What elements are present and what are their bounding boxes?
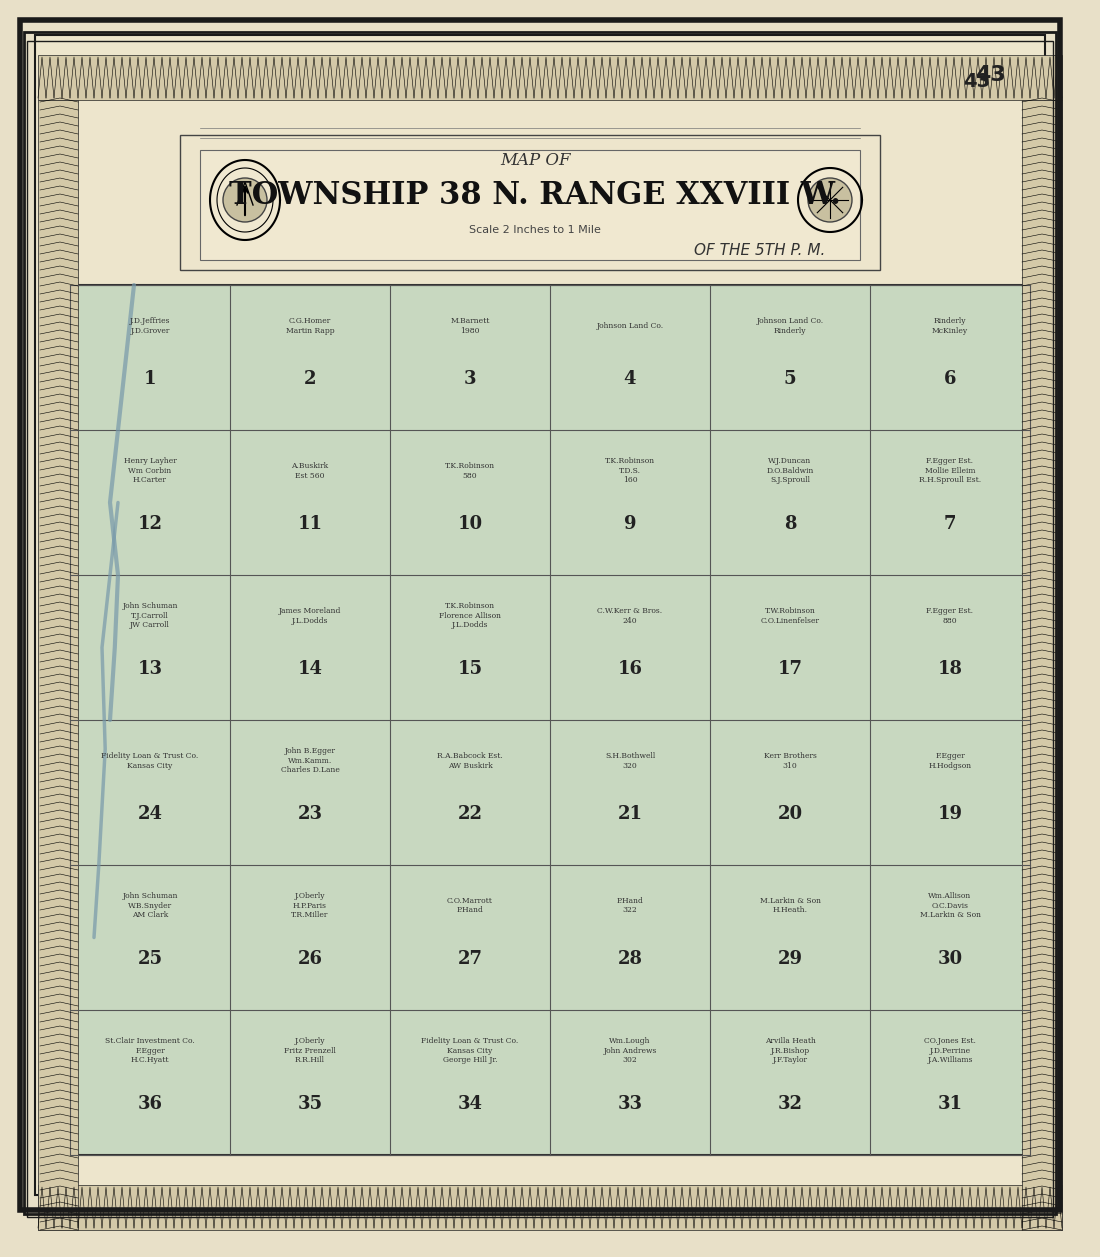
- Text: 27: 27: [458, 950, 483, 968]
- Text: 31: 31: [937, 1095, 962, 1114]
- Text: John Schuman
T.J.Carroll
JW Carroll: John Schuman T.J.Carroll JW Carroll: [122, 602, 178, 630]
- Text: P.Hand
322: P.Hand 322: [617, 896, 643, 915]
- Text: St.Clair Investment Co.
F.Egger
H.C.Hyatt: St.Clair Investment Co. F.Egger H.C.Hyat…: [106, 1037, 195, 1065]
- Text: Wm.Allison
O.C.Davis
M.Larkin & Son: Wm.Allison O.C.Davis M.Larkin & Son: [920, 891, 980, 919]
- Text: 17: 17: [778, 660, 803, 679]
- Text: 29: 29: [778, 950, 803, 968]
- Text: 11: 11: [297, 515, 322, 533]
- Text: F.Egger
H.Hodgson: F.Egger H.Hodgson: [928, 752, 971, 769]
- Text: 1: 1: [144, 371, 156, 388]
- Text: 15: 15: [458, 660, 483, 679]
- Bar: [70, 285, 1030, 1155]
- Text: Wm.Lough
John Andrews
302: Wm.Lough John Andrews 302: [603, 1037, 657, 1065]
- Text: T.W.Robinson
C.O.Linenfelser: T.W.Robinson C.O.Linenfelser: [760, 607, 820, 625]
- Text: 3: 3: [464, 371, 476, 388]
- Text: 34: 34: [458, 1095, 483, 1114]
- Text: A.Buskirk
Est 560: A.Buskirk Est 560: [292, 461, 329, 479]
- Text: 16: 16: [617, 660, 642, 679]
- Text: Henry Layher
Wm Corbin
H.Carter: Henry Layher Wm Corbin H.Carter: [123, 456, 176, 484]
- Text: Scale 2 Inches to 1 Mile: Scale 2 Inches to 1 Mile: [469, 225, 601, 235]
- Text: MAP OF: MAP OF: [499, 152, 570, 168]
- Text: James Moreland
J.L.Dodds: James Moreland J.L.Dodds: [278, 607, 341, 625]
- Text: Rinderly
McKinley: Rinderly McKinley: [932, 317, 968, 334]
- Text: S.H.Bothwell
320: S.H.Bothwell 320: [605, 752, 656, 769]
- Text: Arvilla Heath
J.R.Bishop
J.F.Taylor: Arvilla Heath J.R.Bishop J.F.Taylor: [764, 1037, 815, 1065]
- Text: 43: 43: [975, 65, 1005, 85]
- Text: 35: 35: [297, 1095, 322, 1114]
- Bar: [200, 150, 860, 260]
- Text: J.Oberly
Fritz Prenzell
R.R.Hill: J.Oberly Fritz Prenzell R.R.Hill: [284, 1037, 336, 1065]
- Bar: [180, 134, 880, 270]
- Text: 10: 10: [458, 515, 483, 533]
- Text: 19: 19: [937, 806, 962, 823]
- Text: 6: 6: [944, 371, 956, 388]
- Text: John Schuman
W.B.Snyder
AM Clark: John Schuman W.B.Snyder AM Clark: [122, 891, 178, 919]
- Text: 23: 23: [297, 806, 322, 823]
- Text: 5: 5: [783, 371, 796, 388]
- Text: 4: 4: [624, 371, 636, 388]
- Text: 13: 13: [138, 660, 163, 679]
- Bar: [39, 1185, 1062, 1231]
- Text: 12: 12: [138, 515, 163, 533]
- Text: Johnson Land Co.: Johnson Land Co.: [596, 322, 663, 329]
- Text: 36: 36: [138, 1095, 163, 1114]
- Text: 20: 20: [778, 806, 803, 823]
- Text: 43: 43: [962, 72, 990, 91]
- Text: 14: 14: [297, 660, 322, 679]
- Text: 22: 22: [458, 806, 483, 823]
- Text: T.K.Robinson
T.D.S.
160: T.K.Robinson T.D.S. 160: [605, 456, 656, 484]
- Text: J.D.Jeffries
J.D.Grover: J.D.Jeffries J.D.Grover: [130, 317, 170, 334]
- Text: C.G.Homer
Martin Rapp: C.G.Homer Martin Rapp: [286, 317, 334, 334]
- Text: 28: 28: [617, 950, 642, 968]
- Text: 7: 7: [944, 515, 956, 533]
- Text: 8: 8: [783, 515, 796, 533]
- Bar: [1022, 101, 1062, 1231]
- Text: 25: 25: [138, 950, 163, 968]
- Text: 32: 32: [778, 1095, 803, 1114]
- Text: M.Larkin & Son
H.Heath.: M.Larkin & Son H.Heath.: [759, 896, 821, 915]
- Text: W.J.Duncan
D.O.Baldwin
S.J.Sproull: W.J.Duncan D.O.Baldwin S.J.Sproull: [767, 456, 814, 484]
- Text: C.W.Kerr & Bros.
240: C.W.Kerr & Bros. 240: [597, 607, 662, 625]
- Text: 33: 33: [617, 1095, 642, 1114]
- Text: 2: 2: [304, 371, 317, 388]
- Text: T.K.Robinson
580: T.K.Robinson 580: [444, 461, 495, 479]
- Text: M.Barnett
1980: M.Barnett 1980: [450, 317, 490, 334]
- Text: 26: 26: [297, 950, 322, 968]
- Text: OF THE 5TH P. M.: OF THE 5TH P. M.: [694, 243, 826, 258]
- Text: J.Oberly
H.P.Paris
T.R.Miller: J.Oberly H.P.Paris T.R.Miller: [292, 891, 329, 919]
- Text: Fidelity Loan & Trust Co.
Kansas City
George Hill Jr.: Fidelity Loan & Trust Co. Kansas City Ge…: [421, 1037, 518, 1065]
- Text: F.Egger Est.
880: F.Egger Est. 880: [926, 607, 974, 625]
- Circle shape: [223, 178, 267, 222]
- Circle shape: [808, 178, 852, 222]
- Text: TOWNSHIP 38 N. RANGE XXVIII W.: TOWNSHIP 38 N. RANGE XXVIII W.: [229, 180, 840, 210]
- Text: 18: 18: [937, 660, 962, 679]
- Text: Kerr Brothers
310: Kerr Brothers 310: [763, 752, 816, 769]
- Text: T.K.Robinson
Florence Allison
J.L.Dodds: T.K.Robinson Florence Allison J.L.Dodds: [439, 602, 500, 630]
- Text: 9: 9: [624, 515, 636, 533]
- Bar: [39, 101, 78, 1231]
- Text: 30: 30: [937, 950, 962, 968]
- Text: 24: 24: [138, 806, 163, 823]
- Bar: [39, 55, 1062, 101]
- Text: John B.Egger
Wm.Kamm.
Charles D.Lane: John B.Egger Wm.Kamm. Charles D.Lane: [280, 747, 340, 774]
- Text: R.A.Babcock Est.
AW Buskirk: R.A.Babcock Est. AW Buskirk: [437, 752, 503, 769]
- Text: C.O.Marrott
P.Hand: C.O.Marrott P.Hand: [447, 896, 493, 915]
- Text: CO.Jones Est.
J.D.Perrine
J.A.Williams: CO.Jones Est. J.D.Perrine J.A.Williams: [924, 1037, 976, 1065]
- Text: Johnson Land Co.
Rinderly: Johnson Land Co. Rinderly: [757, 317, 824, 334]
- Text: 21: 21: [617, 806, 642, 823]
- Text: Fidelity Loan & Trust Co.
Kansas City: Fidelity Loan & Trust Co. Kansas City: [101, 752, 199, 769]
- Text: F.Egger Est.
Mollie Elleim
R.H.Sproull Est.: F.Egger Est. Mollie Elleim R.H.Sproull E…: [918, 456, 981, 484]
